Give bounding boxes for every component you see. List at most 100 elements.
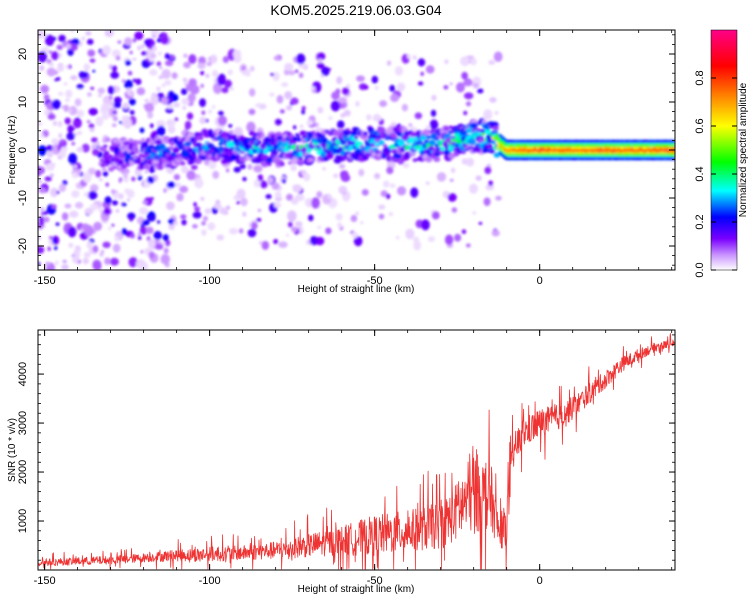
noise-blob (123, 177, 129, 183)
noise-blob (241, 66, 246, 71)
noise-blob (123, 102, 129, 110)
x-tick-label: 0 (537, 575, 543, 587)
ridge-blob (117, 160, 124, 166)
noise-blob (129, 216, 134, 222)
noise-blob (150, 30, 160, 36)
noise-blob (449, 82, 453, 86)
noise-blob (219, 207, 227, 215)
noise-blob (66, 43, 72, 50)
ridge-blob (104, 160, 111, 165)
spectrogram-heatmap (38, 30, 675, 270)
noise-blob (51, 51, 59, 61)
noise-blob (325, 227, 332, 235)
noise-blob (68, 242, 74, 248)
noise-blob (413, 240, 422, 251)
ridge-blob (172, 153, 177, 157)
snr-axes: -150 -100 -50 0 1000 2000 3000 4000 (17, 330, 675, 587)
noise-blob (463, 110, 468, 116)
noise-blob (97, 87, 106, 94)
noise-blob (38, 179, 42, 183)
noise-blob (70, 30, 75, 33)
noise-blob (61, 212, 69, 221)
ridge-blob (158, 165, 164, 170)
colorbar-tick-label: 0.0 (694, 262, 706, 277)
ridge-blob (364, 152, 371, 158)
ridge-blob (353, 135, 359, 140)
noise-blob (316, 62, 325, 69)
noise-blob (74, 98, 82, 107)
ridge-blob (148, 144, 155, 149)
noise-blob (148, 251, 155, 259)
noise-blob (44, 210, 48, 215)
noise-blob (161, 68, 171, 80)
noise-blob (269, 92, 275, 97)
noise-blob (58, 133, 63, 139)
noise-blob (86, 38, 94, 45)
noise-blob (360, 221, 364, 225)
noise-blob (275, 119, 282, 125)
noise-blob (215, 199, 221, 205)
chart-title: KOM5.2025.219.06.03.G04 (270, 2, 441, 18)
noise-blob (148, 238, 156, 249)
noise-blob (46, 58, 52, 64)
noise-blob (427, 236, 436, 243)
noise-blob (112, 110, 117, 114)
noise-blob (389, 183, 396, 188)
noise-blob (86, 92, 92, 97)
noise-blob (222, 56, 230, 63)
noise-blob (256, 218, 262, 222)
ridge-blob (337, 127, 345, 133)
noise-blob (43, 94, 50, 101)
noise-blob (112, 243, 121, 253)
noise-blob (430, 109, 437, 117)
noise-blob (67, 108, 73, 113)
noise-blob (95, 141, 101, 147)
noise-blob (81, 36, 86, 41)
noise-blob (70, 75, 78, 81)
noise-blob (38, 262, 41, 265)
noise-blob (98, 178, 103, 182)
noise-blob (144, 102, 155, 113)
noise-blob (236, 188, 246, 200)
y-tick-label: 1000 (17, 509, 29, 533)
noise-blob (463, 92, 474, 100)
ridge-blob (297, 158, 304, 164)
noise-blob (475, 175, 482, 181)
ridge-blob (380, 126, 385, 131)
noise-blob (353, 236, 363, 247)
noise-blob (242, 176, 247, 182)
noise-blob (134, 31, 144, 41)
noise-blob (233, 54, 242, 63)
noise-blob (76, 84, 84, 90)
noise-blob (461, 71, 468, 80)
noise-blob (249, 65, 255, 72)
noise-blob (225, 205, 231, 210)
noise-blob (285, 105, 293, 111)
noise-blob (338, 97, 348, 104)
noise-blob (340, 173, 351, 182)
ridge-blob (210, 135, 215, 139)
noise-blob (461, 158, 468, 165)
noise-blob (124, 79, 133, 90)
noise-blob (309, 235, 319, 246)
noise-blob (272, 71, 280, 82)
y-tick-label: 3000 (17, 411, 29, 435)
ridge-blob (192, 151, 197, 155)
noise-blob (436, 172, 447, 182)
ridge-blob (132, 145, 139, 150)
noise-blob (250, 221, 258, 230)
noise-blob (159, 66, 163, 69)
noise-blob (308, 214, 314, 222)
noise-blob (86, 120, 91, 124)
ridge-blob (426, 135, 431, 140)
ridge-blob (469, 122, 478, 129)
noise-blob (147, 214, 156, 222)
noise-blob (54, 78, 58, 82)
noise-blob (158, 33, 163, 38)
snr-frame (37, 329, 676, 571)
noise-blob (443, 85, 449, 90)
ridge-blob (101, 167, 107, 172)
noise-blob (284, 62, 294, 71)
noise-blob (494, 111, 499, 115)
